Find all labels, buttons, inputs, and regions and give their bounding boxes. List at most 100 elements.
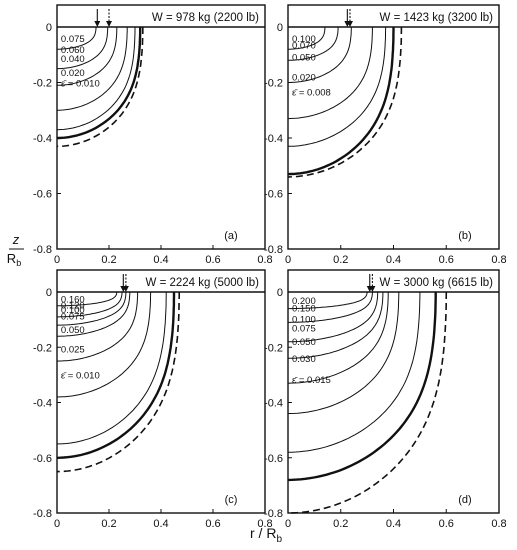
panel-d-contour-label-4: 0.050 [292,337,316,348]
panel-b-contour-label-4: ε̄ = 0.008 [292,88,331,99]
panel-a-heavy-boundary [57,27,142,140]
panel-b-xtick-label-0: 0 [285,254,291,266]
panel-d-heavy-boundary [287,292,437,482]
panel-a-xtick-label-0: 0 [54,254,60,266]
panel-c-arrowhead-1 [122,286,129,292]
panel-b-contour-4 [288,27,387,147]
panel-d-contour-3 [288,292,384,359]
panel-a-ytick-label-0: 0 [46,22,52,34]
xlabel-subscript: b [276,534,282,545]
panel-d-xtick-label-0: 0 [285,518,291,530]
panel-b-contour-label-0: 0.100 [292,34,316,45]
panels: 0-0.2-0.4-0.6-0.80 0.2 0.4 0.6 0.80.0750.060… [33,4,507,530]
panel-a-ytick-label-2: -0.4 [33,133,52,145]
panel-a-contour-3 [57,27,128,111]
panel-c-contour-2 [57,292,127,326]
panel-b-xtick-label-3: 0.6 [439,254,454,266]
panel-c-contour-5 [56,292,152,398]
panel-d-load-label: W = 3000 kg (6615 lb) [380,277,494,289]
panel-b-xtick-label-1: 0.2 [333,254,348,266]
panel-a-xtick-label-4: 0.8 [257,254,272,266]
panel-d-ytick-label-4: -0.8 [264,508,283,520]
panel-c-contour-label-2: 0.100 [61,305,85,316]
panel-b-contour-0 [288,27,326,50]
panel-b-ytick-label-0: 0 [277,22,283,34]
panel-c-contour-3 [57,292,131,337]
panel-b-contour-2 [288,27,352,83]
panel-c-load-label: W = 2224 kg (5000 lb) [146,277,260,289]
panel-d-xtick-label-3: 0.6 [439,518,454,530]
panel-d-contour-label-1: 0.150 [292,304,316,315]
ylabel-subscript: b [16,258,21,268]
panel-d-ytick-label-3: -0.6 [264,453,283,465]
panel-a-ytick-label-4: -0.8 [33,244,52,256]
xlabel: r / Rb [250,525,282,545]
panel-c-frame [56,269,266,514]
panel-a-ytick-label-3: -0.6 [33,189,52,201]
panel-a-arrowhead-0 [94,21,101,27]
panel-c-ytick-label-0: 0 [46,287,52,299]
panel-b-contour-label-2: 0.050 [292,53,316,64]
panel-c-ytick-label-3: -0.6 [33,453,52,465]
panel-c-contour-label-3: 0.075 [61,311,85,322]
panel-c-contour-label-5: 0.025 [61,345,85,356]
panel-d-xtick-label-2: 0.4 [386,518,401,530]
panel-d-contour-5 [288,292,400,414]
panel-c-contour-0 [57,292,118,307]
panel-a-xtick-label-2: 0.4 [153,254,168,266]
panel-d-ytick-label-0: 0 [277,287,283,299]
panel-d-contour-4 [287,292,389,384]
panel-a-frame [56,4,266,250]
panel-c-panel-label: (c) [225,494,238,506]
ylabel-numerator: z [12,232,20,247]
panel-d-ytick-label-1: -0.2 [264,342,283,354]
panel-c-xtick-label-2: 0.4 [153,518,168,530]
panel-a-contour-label-1: 0.060 [61,45,85,56]
panel-d-contour-label-2: 0.100 [292,314,316,325]
panel-a-contour-0 [57,27,97,50]
panel-d-contour-6 [288,292,421,453]
panel-c-xtick-label-4: 0.8 [257,518,272,530]
panel-b-contour-3 [287,27,373,120]
panel-d-xtick-label-4: 0.8 [491,518,506,530]
panel-c-contour-label-0: 0.160 [61,295,85,306]
panel-b-dashed-boundary [287,27,403,178]
panel-c-ytick-label-4: -0.8 [33,508,52,520]
panel-d-arrowhead-1 [369,286,376,292]
panel-b-ytick-label-4: -0.8 [264,244,283,256]
panel-d-contour-label-0: 0.200 [292,296,316,307]
panel-b-heavy-boundary [287,27,395,176]
panel-b-arrowhead-1 [346,21,353,27]
panel-c-xtick-label-1: 0.2 [101,518,116,530]
panel-a-contour-1 [57,27,109,70]
panel-b-xtick-label-4: 0.8 [491,254,506,266]
panel-b-contour-1 [288,27,339,61]
panel-d-contour-1 [288,292,373,323]
panel-d-contour-label-5: 0.030 [292,354,316,365]
panel-a-ytick-label-1: -0.2 [33,78,52,90]
panel-b-ytick-label-3: -0.6 [264,189,283,201]
panel-c-dashed-boundary [56,292,180,473]
panel-c-contour-1 [57,292,123,318]
panel-a-contour-label-0: 0.075 [61,34,85,45]
panel-b-ytick-label-2: -0.4 [264,133,283,145]
panel-c-contour-6 [57,292,167,445]
panel-d-ytick-label-2: -0.4 [264,398,283,410]
panel-c-contour-4 [56,292,139,362]
panel-c: 0-0.2-0.4-0.6-0.80 0.2 0.4 0.6 0.80.1600.120… [33,269,273,530]
panel-d: 0-0.2-0.4-0.6-0.80 0.2 0.4 0.6 0.80.2000.150… [264,269,507,530]
panel-a-panel-label: (a) [224,230,237,242]
panel-a-xtick-label-3: 0.6 [205,254,220,266]
panel-d-panel-label: (d) [458,494,471,506]
panel-d-xtick-label-1: 0.2 [333,518,348,530]
panel-b-contour-label-1: 0.070 [292,40,316,51]
panel-c-contour-label-4: 0.050 [61,325,85,336]
panel-a: 0-0.2-0.4-0.6-0.80 0.2 0.4 0.6 0.80.0750.060… [33,4,273,266]
panel-a-arrowhead-1 [106,21,112,27]
panel-d-contour-0 [288,292,368,310]
panel-a-contour-label-3: 0.020 [61,68,85,79]
panel-a-contour-4 [56,27,136,131]
panel-d-contour-label-6: ε̄ = 0.015 [292,375,331,386]
panel-a-xtick-label-1: 0.2 [101,254,116,266]
